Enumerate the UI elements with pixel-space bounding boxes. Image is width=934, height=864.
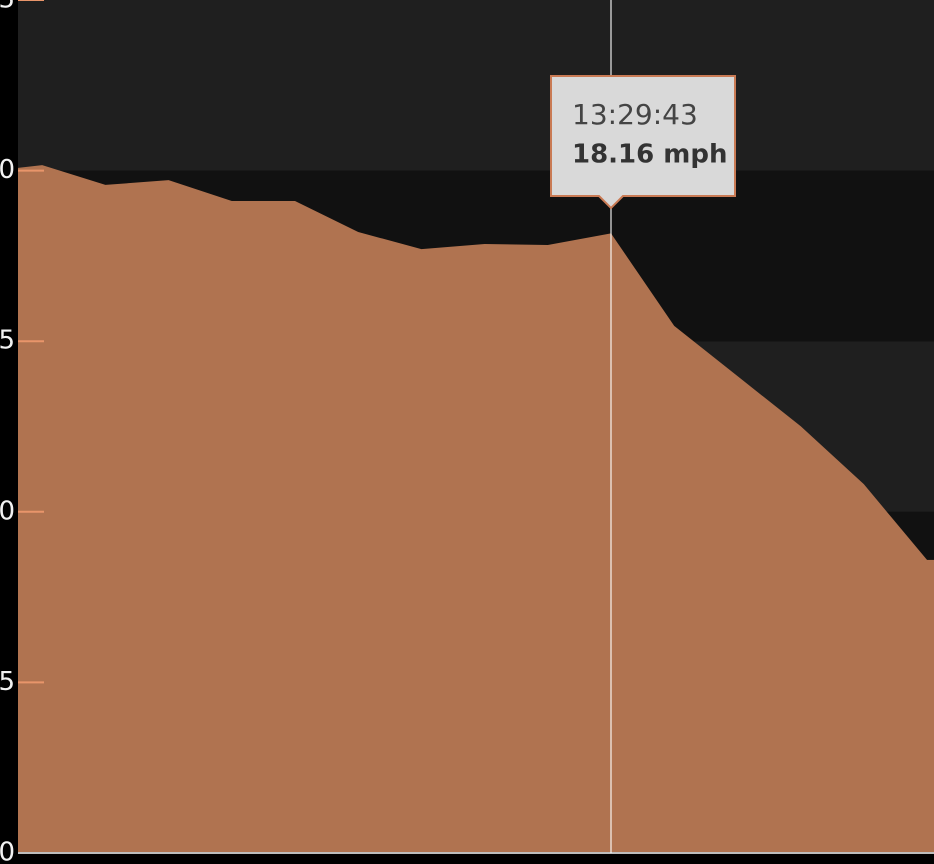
- y-tick-label: 15: [0, 326, 15, 356]
- tooltip-time: 13:29:43: [572, 98, 698, 131]
- y-tick-label: 20: [0, 155, 15, 185]
- tooltip: 13:29:43 18.16 mph: [550, 0, 736, 853]
- area-edge: [926, 559, 934, 853]
- y-tick-label: 0: [0, 838, 15, 864]
- grid-band: [18, 0, 934, 171]
- tooltip-box: [550, 75, 736, 210]
- y-tick-label: 10: [0, 496, 15, 526]
- plot-area: [18, 165, 934, 853]
- area: [18, 165, 927, 853]
- y-tick-label: 5: [0, 667, 15, 697]
- tooltip-value: 18.16 mph: [572, 140, 728, 170]
- y-tick-label: 25: [0, 0, 15, 15]
